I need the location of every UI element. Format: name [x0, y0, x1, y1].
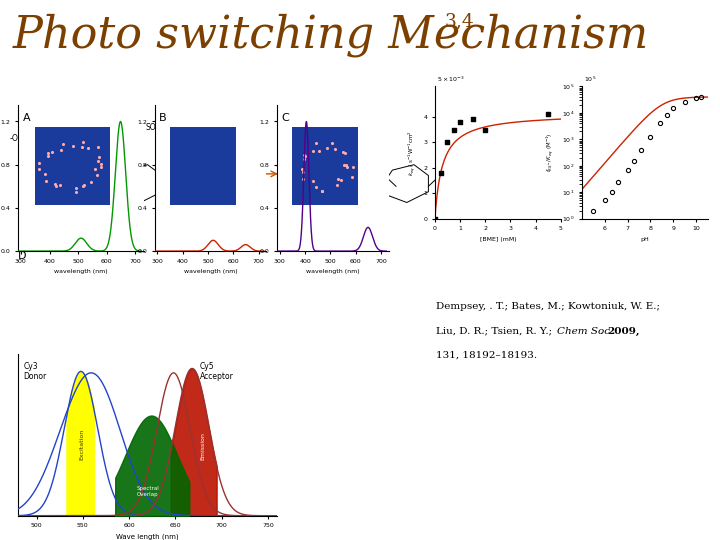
Text: HO₃S: HO₃S — [206, 123, 226, 132]
Text: 3,4: 3,4 — [445, 12, 474, 30]
Point — [338, 161, 350, 170]
Text: 131, 18192–18193.: 131, 18192–18193. — [436, 351, 536, 360]
Text: $10^5$: $10^5$ — [585, 75, 597, 84]
Text: SO₃H: SO₃H — [346, 123, 366, 132]
Point — [448, 125, 459, 134]
Point — [341, 163, 353, 171]
Point — [86, 178, 97, 186]
Point — [93, 157, 104, 165]
Point — [76, 143, 88, 152]
Point — [42, 148, 54, 157]
Point — [310, 139, 322, 148]
Point — [348, 163, 359, 171]
Point — [429, 214, 441, 223]
Bar — [292, 127, 359, 205]
Bar — [35, 127, 109, 205]
Y-axis label: $k_{eq}$ / s$^{-1}$W$^{-1}$cm$^{2}$: $k_{eq}$ / s$^{-1}$W$^{-1}$cm$^{2}$ — [406, 130, 418, 176]
Point — [341, 161, 352, 170]
Text: Liu, D. R.; Tsien, R. Y.;: Liu, D. R.; Tsien, R. Y.; — [436, 327, 555, 336]
X-axis label: wavelength (nm): wavelength (nm) — [184, 269, 238, 274]
Text: Excitation: Excitation — [79, 428, 84, 460]
Point — [480, 125, 491, 134]
Point — [55, 146, 66, 154]
Point — [57, 139, 68, 148]
Point — [93, 143, 104, 152]
Text: -O₃S: -O₃S — [9, 134, 27, 143]
Text: 2009,: 2009, — [607, 327, 639, 336]
X-axis label: [BME] (mM): [BME] (mM) — [480, 237, 516, 242]
Point — [338, 147, 349, 156]
Point — [77, 137, 89, 146]
Y-axis label: $f_{RS^-}/K_{eq}$ (M$^{-1}$): $f_{RS^-}/K_{eq}$ (M$^{-1}$) — [544, 133, 556, 172]
Text: RS⁻: RS⁻ — [239, 181, 258, 191]
Text: Emission: Emission — [201, 432, 206, 460]
Point — [95, 159, 107, 168]
Text: C: C — [282, 112, 289, 123]
Text: Cy3
Donor: Cy3 Donor — [23, 362, 46, 381]
Point — [307, 177, 318, 186]
Text: Photo switching Mechanism: Photo switching Mechanism — [13, 14, 649, 57]
Point — [335, 176, 346, 184]
Point — [542, 110, 554, 119]
Text: B: B — [159, 112, 167, 123]
Point — [39, 170, 50, 179]
Point — [327, 139, 338, 147]
Point — [321, 144, 333, 152]
Point — [298, 150, 310, 159]
Point — [333, 175, 344, 184]
Point — [316, 186, 328, 195]
Point — [346, 173, 357, 181]
Text: hν: hν — [243, 157, 254, 167]
Point — [93, 153, 104, 161]
Point — [297, 167, 309, 176]
Point — [313, 146, 325, 155]
X-axis label: wavelength (nm): wavelength (nm) — [306, 269, 360, 274]
Point — [42, 152, 53, 161]
Text: Spectral
Overlap: Spectral Overlap — [136, 486, 159, 497]
Text: Dempsey, . T.; Bates, M.; Kowtoniuk, W. E.;: Dempsey, . T.; Bates, M.; Kowtoniuk, W. … — [436, 302, 660, 312]
Point — [78, 180, 89, 189]
Point — [82, 143, 94, 152]
Point — [33, 158, 45, 167]
Point — [454, 118, 466, 126]
Point — [300, 151, 311, 160]
Point — [71, 187, 82, 196]
Point — [330, 145, 341, 153]
Point — [316, 187, 328, 195]
X-axis label: wavelength (nm): wavelength (nm) — [54, 269, 108, 274]
Point — [441, 138, 454, 147]
Point — [332, 181, 343, 190]
Point — [299, 155, 310, 164]
Point — [310, 183, 322, 191]
Point — [96, 163, 107, 171]
Point — [40, 177, 52, 186]
Point — [46, 148, 58, 157]
Point — [307, 146, 318, 155]
X-axis label: pH: pH — [640, 237, 649, 242]
Bar — [170, 127, 236, 205]
Point — [54, 181, 66, 190]
Text: D: D — [18, 251, 27, 261]
Text: Cy5
Acceptor: Cy5 Acceptor — [199, 362, 233, 381]
Point — [49, 179, 60, 188]
Text: .: . — [600, 327, 606, 336]
Point — [68, 141, 79, 150]
Point — [467, 115, 478, 124]
Point — [296, 165, 307, 173]
Point — [340, 149, 351, 158]
Point — [78, 181, 89, 190]
Text: SO₃H: SO₃H — [145, 123, 165, 132]
Point — [297, 174, 308, 183]
Text: A: A — [23, 112, 31, 123]
Point — [70, 184, 81, 192]
Point — [91, 170, 103, 179]
Text: $5\times10^{-3}$: $5\times10^{-3}$ — [438, 75, 465, 84]
Point — [89, 165, 101, 173]
X-axis label: Wave length (nm): Wave length (nm) — [117, 534, 179, 540]
Point — [50, 182, 61, 191]
Point — [436, 168, 447, 177]
Point — [34, 164, 45, 173]
Text: Chem Soc: Chem Soc — [557, 327, 610, 336]
